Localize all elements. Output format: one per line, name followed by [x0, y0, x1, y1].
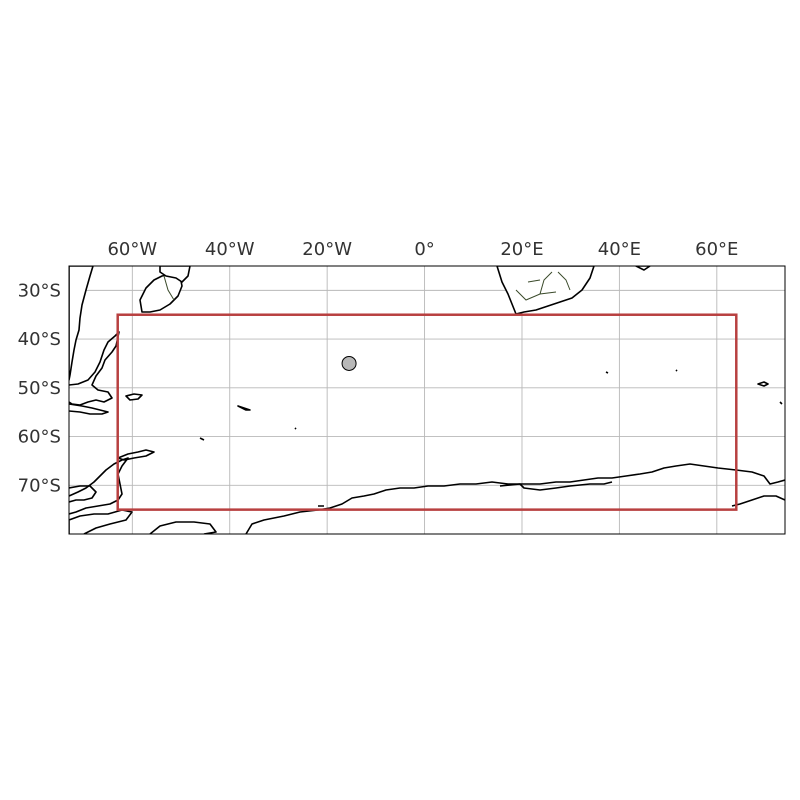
- lat-tick-label: 70°S: [18, 475, 61, 496]
- map-background: [69, 266, 785, 534]
- lon-tick-label: 40°E: [598, 239, 641, 260]
- lon-tick-label: 60°W: [107, 239, 157, 260]
- lon-tick-label: 60°E: [695, 239, 738, 260]
- site-marker-circle: [342, 356, 356, 370]
- lon-tick-label: 20°W: [302, 239, 352, 260]
- lon-tick-label: 40°W: [205, 239, 255, 260]
- latitude-tick-labels: 30°S 40°S 50°S 60°S 70°S: [18, 280, 61, 496]
- site-marker: [342, 356, 356, 370]
- lat-tick-label: 40°S: [18, 329, 61, 350]
- lon-tick-label: 0°: [414, 239, 434, 260]
- lat-tick-label: 50°S: [18, 378, 61, 399]
- lon-tick-label: 20°E: [500, 239, 543, 260]
- lat-tick-label: 60°S: [18, 427, 61, 448]
- lat-tick-label: 30°S: [18, 280, 61, 301]
- longitude-tick-labels: 60°W 40°W 20°W 0° 20°E 40°E 60°E: [107, 239, 738, 260]
